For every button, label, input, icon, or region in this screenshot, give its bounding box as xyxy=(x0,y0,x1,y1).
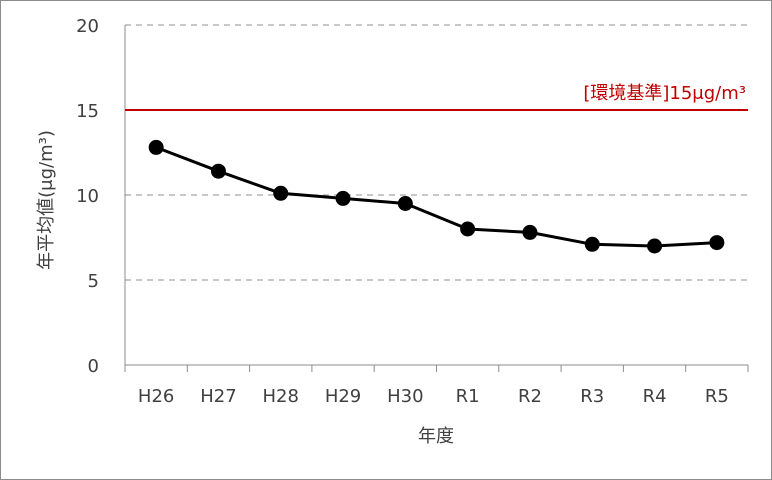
x-tick-label: H26 xyxy=(138,386,174,407)
x-tick-label: R5 xyxy=(705,386,729,407)
y-tick-label: 0 xyxy=(88,356,99,377)
y-tick-label: 20 xyxy=(76,16,99,37)
data-point xyxy=(460,221,476,237)
y-tick-label: 15 xyxy=(76,101,99,122)
y-tick-label: 10 xyxy=(76,186,99,207)
x-tick-labels: H26 H27 H28 H29 H30 R1 R2 R3 R4 R5 xyxy=(138,386,729,407)
x-tick-label: H30 xyxy=(387,386,423,407)
x-tick-label: R2 xyxy=(518,386,542,407)
x-tick-label: R4 xyxy=(643,386,667,407)
x-tick-label: H27 xyxy=(200,386,236,407)
data-point xyxy=(709,235,725,251)
series-line xyxy=(155,145,717,248)
data-point xyxy=(210,163,226,179)
data-point xyxy=(148,139,164,155)
data-point xyxy=(522,224,538,240)
y-tick-labels: 0 5 10 15 20 xyxy=(76,16,99,377)
reference-line-label: [環境基準]15μg/m³ xyxy=(583,83,746,104)
data-point xyxy=(584,236,600,252)
y-tick-label: 5 xyxy=(88,271,99,292)
data-point xyxy=(273,185,289,201)
x-tick-label: H29 xyxy=(325,386,361,407)
x-tick-label: R3 xyxy=(580,386,604,407)
series-group xyxy=(148,139,725,254)
data-point xyxy=(335,190,351,206)
y-axis-label: 年平均値(μg/m³) xyxy=(36,130,57,270)
x-tick-label: R1 xyxy=(456,386,480,407)
data-point xyxy=(647,238,663,254)
x-tick-label: H28 xyxy=(263,386,299,407)
x-axis-label: 年度 xyxy=(418,426,454,447)
axes xyxy=(124,25,749,372)
data-point xyxy=(397,196,413,211)
